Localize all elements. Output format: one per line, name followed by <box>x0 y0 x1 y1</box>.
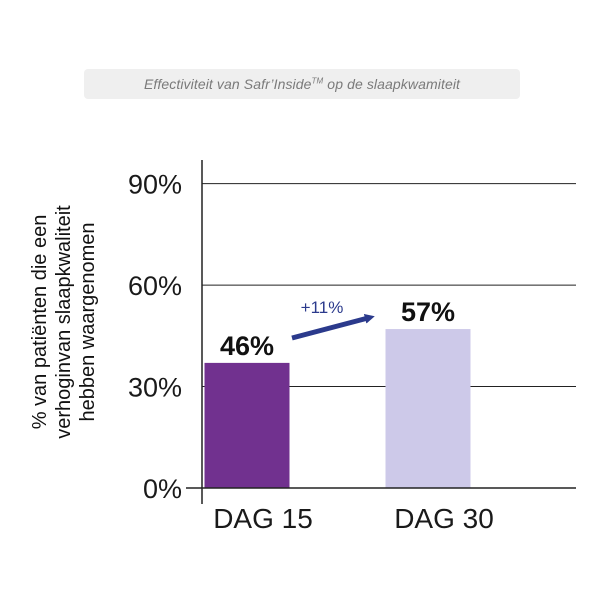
chart-title-box: Effectiviteit van Safr’InsideTM op de sl… <box>84 69 520 99</box>
y-tick-label: 60% <box>128 271 182 301</box>
chart-title: Effectiviteit van Safr’InsideTM op de sl… <box>143 76 461 92</box>
data-label: 57% <box>401 297 455 327</box>
bar <box>385 329 471 488</box>
x-tick-label: DAG 15 <box>213 503 313 534</box>
y-tick-label: 0% <box>143 474 182 504</box>
data-label: 46% <box>220 331 274 361</box>
x-tick-label: DAG 30 <box>394 503 494 534</box>
bar <box>204 362 290 488</box>
increase-arrow <box>291 313 375 341</box>
y-axis-title: % van patiënten die een verhoginvan slaap… <box>29 205 99 439</box>
y-tick-label: 90% <box>128 170 182 200</box>
y-tick-label: 30% <box>128 373 182 403</box>
increase-label: +11% <box>301 298 344 317</box>
